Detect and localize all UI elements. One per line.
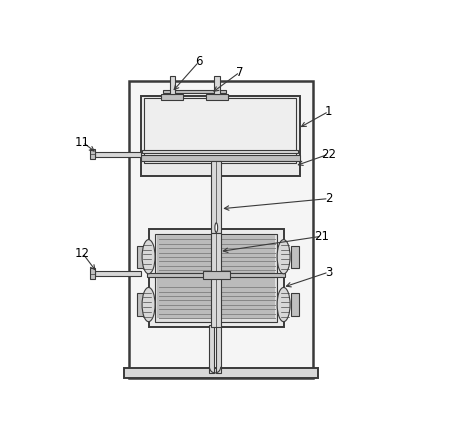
Text: 11: 11 bbox=[75, 136, 90, 149]
Bar bbox=[147, 273, 285, 277]
Bar bbox=[209, 325, 214, 373]
Bar bbox=[141, 96, 300, 176]
Bar bbox=[90, 269, 95, 279]
Text: 12: 12 bbox=[75, 247, 90, 260]
Bar bbox=[90, 149, 95, 159]
Bar bbox=[94, 151, 141, 157]
Text: 21: 21 bbox=[314, 230, 329, 243]
Bar bbox=[203, 271, 229, 279]
Bar bbox=[144, 98, 296, 163]
Bar bbox=[291, 246, 299, 268]
Bar bbox=[137, 246, 145, 268]
Bar bbox=[163, 90, 226, 93]
Bar bbox=[214, 75, 219, 94]
Bar bbox=[206, 94, 228, 100]
Text: 22: 22 bbox=[321, 148, 336, 161]
Bar bbox=[212, 161, 221, 233]
Ellipse shape bbox=[277, 287, 290, 321]
Ellipse shape bbox=[142, 287, 155, 321]
Bar bbox=[94, 271, 141, 276]
Bar bbox=[291, 293, 299, 316]
Ellipse shape bbox=[215, 223, 218, 232]
Text: 2: 2 bbox=[325, 192, 333, 205]
Bar bbox=[216, 325, 221, 373]
Text: 3: 3 bbox=[325, 266, 333, 278]
Ellipse shape bbox=[142, 240, 155, 274]
Bar bbox=[169, 75, 175, 94]
Bar bbox=[137, 293, 145, 316]
Bar bbox=[212, 233, 221, 327]
Bar bbox=[157, 235, 275, 318]
Bar bbox=[161, 94, 184, 100]
Bar bbox=[155, 234, 277, 321]
Text: 1: 1 bbox=[325, 105, 333, 118]
Bar bbox=[124, 369, 318, 378]
Bar bbox=[141, 155, 300, 161]
Bar bbox=[142, 151, 298, 153]
Ellipse shape bbox=[277, 240, 290, 274]
Bar bbox=[148, 230, 284, 327]
Text: 6: 6 bbox=[195, 56, 202, 68]
Bar bbox=[129, 81, 313, 378]
Text: 7: 7 bbox=[236, 66, 244, 79]
